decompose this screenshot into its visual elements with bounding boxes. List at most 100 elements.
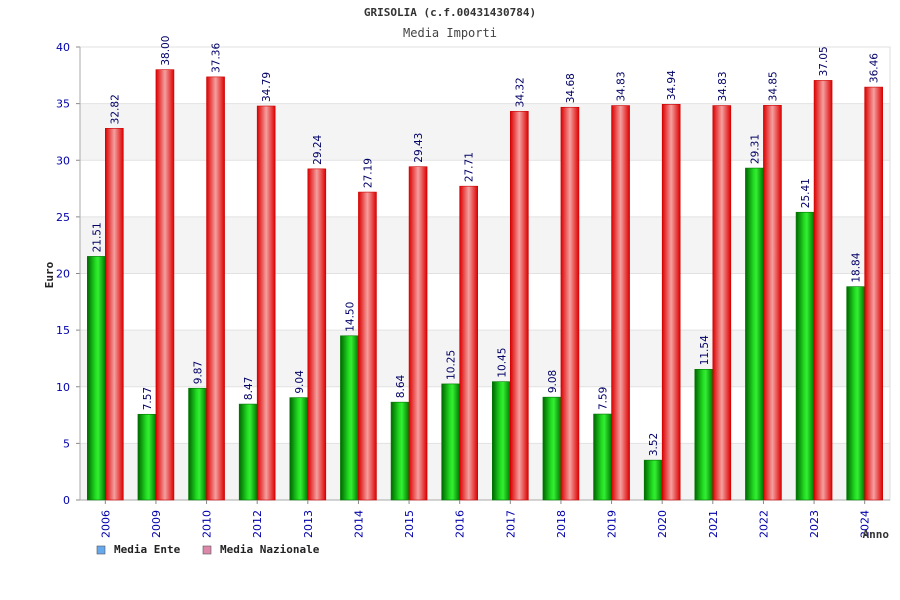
- bar-media-ente-2006: [87, 256, 106, 501]
- y-tick-label: 30: [56, 154, 70, 167]
- bar-media-nazionale-2016: [459, 185, 478, 501]
- bar-media-ente-2020: [643, 459, 663, 501]
- x-tick-label: 2020: [656, 510, 669, 538]
- x-tick-label: 2012: [251, 510, 264, 538]
- data-label: 34.68: [565, 73, 577, 103]
- x-tick-label: 2016: [454, 510, 467, 538]
- data-label: 32.82: [109, 94, 121, 124]
- bar-media-nazionale-2019: [611, 105, 630, 501]
- legend-label-media-nazionale: Media Nazionale: [220, 543, 320, 556]
- data-label: 3.52: [648, 433, 660, 456]
- chart-title: GRISOLIA (c.f.00431430784): [364, 6, 536, 19]
- bar-media-nazionale-2009: [155, 69, 175, 501]
- bar-media-nazionale-2015: [408, 166, 428, 501]
- data-label: 34.79: [261, 72, 273, 102]
- bar-media-ente-2014: [340, 335, 359, 501]
- data-label: 34.85: [767, 71, 779, 101]
- legend-label-media-ente: Media Ente: [114, 543, 181, 556]
- y-axis-label: Euro: [43, 261, 56, 288]
- data-label: 38.00: [160, 36, 172, 66]
- legend: Media Ente Media Nazionale: [96, 543, 320, 556]
- data-label: 10.45: [496, 348, 508, 378]
- data-label: 21.51: [91, 222, 103, 252]
- x-tick-label: 2010: [201, 510, 214, 538]
- bar-media-ente-2024: [846, 286, 865, 501]
- y-tick-label: 10: [56, 381, 70, 394]
- data-label: 27.19: [362, 158, 374, 188]
- y-tick-label: 20: [56, 268, 70, 281]
- bar-media-ente-2018: [542, 396, 562, 501]
- data-label: 7.59: [598, 387, 610, 410]
- data-labels: 21.51 32.82 7.57 38.00 9.87 37.36 8.47 34.79 9.0…: [91, 36, 880, 457]
- x-axis: 2006 2009 2010 2012 2013 2014 2015 2016 2017 2018…: [99, 500, 872, 538]
- data-label: 34.83: [717, 71, 729, 101]
- bar-media-nazionale-2017: [510, 111, 529, 501]
- data-label: 8.47: [243, 377, 255, 400]
- x-tick-label: 2015: [403, 510, 416, 538]
- bar-media-nazionale-2014: [358, 191, 377, 501]
- bar-media-nazionale-2012: [256, 105, 276, 501]
- y-tick-label: 0: [63, 494, 70, 507]
- data-label: 9.87: [193, 361, 205, 384]
- y-tick-label: 25: [56, 211, 70, 224]
- bar-media-nazionale-2024: [864, 86, 883, 501]
- bar-media-ente-2013: [289, 397, 309, 501]
- data-label: 34.94: [666, 70, 678, 100]
- data-label: 18.84: [851, 252, 863, 282]
- data-label: 37.05: [818, 46, 830, 76]
- x-tick-label: 2013: [302, 510, 315, 538]
- bar-media-ente-2022: [745, 167, 764, 501]
- bar-media-ente-2019: [593, 413, 612, 501]
- x-tick-label: 2018: [555, 510, 568, 538]
- legend-swatch-media-nazionale: [202, 545, 212, 555]
- x-tick-label: 2021: [707, 510, 720, 538]
- x-tick-label: 2006: [99, 510, 112, 538]
- y-tick-label: 35: [56, 98, 70, 111]
- x-tick-label: 2024: [859, 510, 872, 538]
- data-label: 27.71: [464, 152, 476, 182]
- y-tick-label: 40: [56, 41, 70, 54]
- bar-media-nazionale-2006: [105, 128, 124, 501]
- bar-media-ente-2015: [390, 401, 410, 501]
- data-label: 34.83: [616, 71, 628, 101]
- bar-media-ente-2023: [795, 211, 815, 501]
- x-tick-label: 2022: [757, 510, 770, 538]
- bar-media-ente-2021: [694, 369, 714, 501]
- x-tick-label: 2009: [150, 510, 163, 538]
- y-tick-label: 15: [56, 324, 70, 337]
- x-tick-label: 2019: [606, 510, 619, 538]
- bar-media-nazionale-2022: [763, 105, 782, 501]
- bars: [87, 69, 883, 501]
- x-tick-label: 2017: [504, 510, 517, 538]
- data-label: 34.32: [514, 77, 526, 107]
- data-label: 8.64: [395, 374, 407, 398]
- data-label: 29.43: [413, 133, 425, 163]
- bar-media-ente-2012: [238, 403, 258, 501]
- y-tick-label: 5: [63, 437, 70, 450]
- bar-media-nazionale-2020: [661, 104, 681, 501]
- x-tick-label: 2023: [808, 510, 821, 538]
- legend-swatch-media-ente: [96, 545, 106, 555]
- bar-media-ente-2010: [188, 387, 207, 501]
- data-label: 25.41: [800, 178, 812, 208]
- data-label: 29.31: [749, 134, 761, 164]
- data-label: 10.25: [446, 350, 458, 380]
- bar-media-ente-2009: [137, 413, 157, 501]
- data-label: 37.36: [211, 43, 223, 73]
- bar-media-nazionale-2023: [813, 80, 833, 501]
- data-label: 9.08: [547, 370, 559, 393]
- bar-media-nazionale-2021: [712, 105, 732, 501]
- bar-media-ente-2017: [492, 381, 511, 501]
- bar-media-ente-2016: [441, 383, 460, 501]
- data-label: 9.04: [294, 370, 306, 394]
- data-label: 14.50: [344, 302, 356, 332]
- data-label: 11.54: [699, 335, 711, 365]
- data-label: 36.46: [869, 53, 881, 83]
- x-axis-label: Anno: [863, 528, 890, 541]
- data-label: 29.24: [312, 134, 324, 164]
- chart-subtitle: Media Importi: [403, 26, 497, 40]
- bar-media-nazionale-2018: [560, 106, 580, 501]
- data-label: 7.57: [142, 387, 154, 410]
- bar-media-nazionale-2013: [307, 168, 327, 501]
